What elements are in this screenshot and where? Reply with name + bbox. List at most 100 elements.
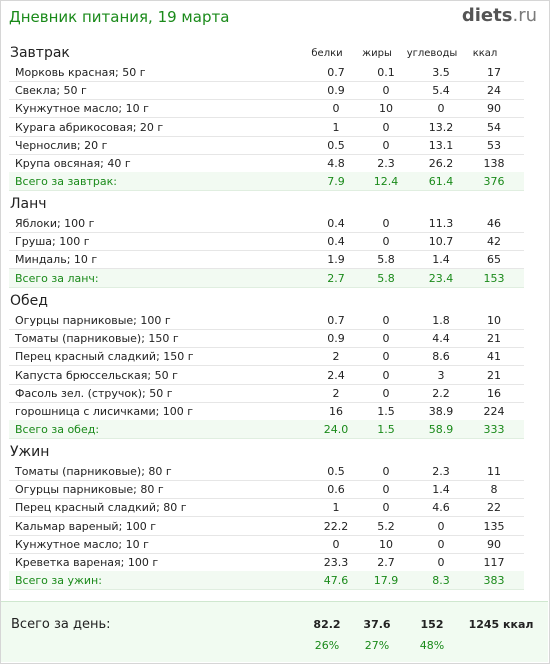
protein-value: 7.9 xyxy=(327,175,345,189)
day-total-label: Всего за день: xyxy=(11,617,111,632)
fat-value: 0 xyxy=(382,120,390,134)
food-name: Всего за обед: xyxy=(15,423,100,437)
food-row: Перец красный сладкий; 150 г 2 0 8.6 41 xyxy=(9,347,524,367)
logo-main: diets xyxy=(461,5,513,26)
protein-value: 23.3 xyxy=(323,556,349,569)
food-name: Всего за ужин: xyxy=(15,574,102,588)
food-name: Всего за завтрак: xyxy=(15,175,118,189)
fat-value: 17.9 xyxy=(373,574,399,588)
protein-value: 1 xyxy=(332,120,340,134)
food-name: Свекла; 50 г xyxy=(15,84,87,98)
carbs-value: 0 xyxy=(437,519,445,533)
column-header-kcal: ккал xyxy=(472,48,498,59)
carbs-value: 61.4 xyxy=(428,175,454,189)
food-name: Миндаль; 10 г xyxy=(15,253,98,267)
kcal-value: 21 xyxy=(487,332,501,346)
food-row: Капуста брюссельская; 50 г 2.4 0 3 21 xyxy=(9,366,524,385)
protein-value: 0 xyxy=(332,537,340,551)
protein-value: 4.8 xyxy=(327,157,345,170)
day-protein: 82.2 xyxy=(313,618,341,631)
food-row: Томаты (парниковые); 80 г 0.5 0 2.3 11 xyxy=(9,462,524,481)
carbs-value: 26.2 xyxy=(428,157,454,170)
carbs-value: 0 xyxy=(437,102,445,116)
day-fat: 37.6 xyxy=(363,618,391,631)
food-row: Огурцы парниковые; 100 г 0.7 0 1.8 10 xyxy=(9,311,524,330)
protein-value: 2.7 xyxy=(327,271,345,285)
day-protein-pct: 26% xyxy=(314,639,340,652)
protein-value: 16 xyxy=(329,405,343,418)
fat-value: 0 xyxy=(382,501,390,515)
fat-value: 0 xyxy=(382,314,390,327)
protein-value: 2 xyxy=(332,350,340,364)
protein-value: 2.4 xyxy=(327,368,345,382)
carbs-value: 3.5 xyxy=(432,66,450,79)
day-carbs: 152 xyxy=(420,618,444,631)
fat-value: 5.8 xyxy=(377,253,395,267)
protein-value: 47.6 xyxy=(323,574,349,588)
food-row: Чернослив; 20 г 0.5 0 13.1 53 xyxy=(9,136,524,155)
fat-value: 0.1 xyxy=(377,66,395,79)
column-header-carbs: углеводы xyxy=(406,48,458,59)
food-name: Креветка вареная; 100 г xyxy=(15,556,159,569)
kcal-value: 135 xyxy=(483,519,505,533)
food-name: Чернослив; 20 г xyxy=(15,138,108,152)
day-kcal: 1245 ккал xyxy=(468,618,534,631)
fat-value: 0 xyxy=(382,368,390,382)
fat-value: 5.8 xyxy=(377,271,395,285)
food-row: горошница с лисичками; 100 г 16 1.5 38.9 224 xyxy=(9,402,524,421)
food-row: Яблоки; 100 г 0.4 0 11.3 46 xyxy=(9,214,524,233)
food-row: Морковь красная; 50 г 0.7 0.1 3.5 17 xyxy=(9,63,524,82)
carbs-value: 11.3 xyxy=(428,217,454,230)
kcal-value: 21 xyxy=(487,368,501,382)
fat-value: 2.3 xyxy=(377,157,395,170)
fat-value: 0 xyxy=(382,483,390,497)
kcal-value: 17 xyxy=(487,66,501,79)
kcal-value: 53 xyxy=(487,138,501,152)
protein-value: 0.7 xyxy=(327,66,345,79)
carbs-value: 13.1 xyxy=(428,138,454,152)
food-name: Огурцы парниковые; 80 г xyxy=(15,483,164,497)
carbs-value: 1.4 xyxy=(432,483,450,497)
fat-value: 0 xyxy=(382,332,390,346)
food-row: Крупа овсяная; 40 г 4.8 2.3 26.2 138 xyxy=(9,154,524,173)
fat-value: 5.2 xyxy=(377,519,395,533)
column-header-fat: жиры xyxy=(362,48,392,59)
kcal-value: 11 xyxy=(487,465,501,478)
food-name: Яблоки; 100 г xyxy=(15,217,95,230)
kcal-value: 333 xyxy=(483,423,505,437)
protein-value: 0.5 xyxy=(327,465,345,478)
site-logo[interactable]: diets.ru xyxy=(462,5,537,26)
carbs-value: 3 xyxy=(437,368,445,382)
carbs-value: 13.2 xyxy=(428,120,454,134)
food-row: Миндаль; 10 г 1.9 5.8 1.4 65 xyxy=(9,250,524,270)
carbs-value: 58.9 xyxy=(428,423,454,437)
food-name: Груша; 100 г xyxy=(15,235,90,249)
fat-value: 0 xyxy=(382,217,390,230)
food-name: Томаты (парниковые); 80 г xyxy=(15,465,172,478)
kcal-value: 383 xyxy=(483,574,505,588)
kcal-value: 224 xyxy=(483,405,505,418)
page-title: Дневник питания, 19 марта xyxy=(9,8,230,26)
fat-value: 0 xyxy=(382,465,390,478)
meal-title: Ужин xyxy=(10,444,50,460)
meal-total-row: Всего за обед: 24.0 1.5 58.9 333 xyxy=(9,420,524,440)
kcal-value: 138 xyxy=(483,157,505,170)
food-row: Томаты (парниковые); 150 г 0.9 0 4.4 21 xyxy=(9,329,524,349)
food-row: Свекла; 50 г 0.9 0 5.4 24 xyxy=(9,81,524,101)
carbs-value: 10.7 xyxy=(428,235,454,249)
carbs-value: 5.4 xyxy=(432,84,450,98)
fat-value: 0 xyxy=(382,84,390,98)
protein-value: 0.9 xyxy=(327,332,345,346)
kcal-value: 10 xyxy=(487,314,501,327)
carbs-value: 23.4 xyxy=(428,271,454,285)
carbs-value: 2.2 xyxy=(432,386,450,400)
carbs-value: 4.6 xyxy=(432,501,450,515)
meal-total-row: Всего за завтрак: 7.9 12.4 61.4 376 xyxy=(9,172,524,192)
protein-value: 22.2 xyxy=(323,519,349,533)
kcal-value: 8 xyxy=(490,483,498,497)
food-name: Огурцы парниковые; 100 г xyxy=(15,314,171,327)
fat-value: 10 xyxy=(379,537,393,551)
fat-value: 0 xyxy=(382,350,390,364)
fat-value: 0 xyxy=(382,138,390,152)
day-fat-pct: 27% xyxy=(364,639,390,652)
